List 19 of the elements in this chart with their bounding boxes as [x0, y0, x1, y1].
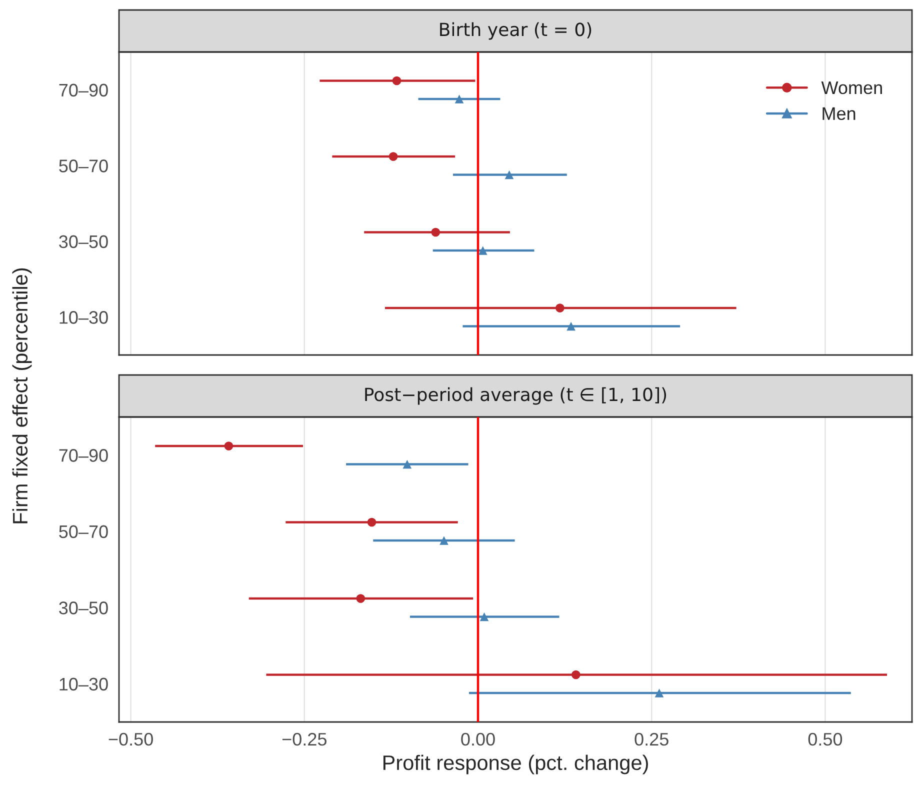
- y-tick-label: 10–30: [60, 678, 108, 691]
- y-tick-label: 70–90: [59, 449, 108, 462]
- y-tick-label: 10–30: [60, 311, 108, 324]
- legend-label: Men: [822, 107, 856, 120]
- y-tick-label: 50–70: [59, 160, 108, 172]
- x-tick-label: 0.50: [808, 732, 842, 746]
- x-tick-label: 0.25: [634, 732, 668, 746]
- x-tick-label: −0.50: [108, 732, 153, 746]
- y-tick-label: 30–50: [59, 235, 108, 248]
- chart-title: Birth year (t = 0): [440, 22, 592, 40]
- x-tick-label: −0.25: [282, 732, 326, 746]
- chart-title: Post−period average (t ∈ [1, 10]): [365, 387, 666, 405]
- legend-label: Women: [821, 82, 882, 94]
- y-tick-label: 50–70: [59, 525, 108, 538]
- y-tick-label: 30–50: [59, 602, 108, 614]
- x-axis-title: Profit response (pct. change): [383, 754, 648, 774]
- y-axis-title: Firm fixed effect (percentile): [12, 268, 32, 524]
- x-tick-label: 0.00: [461, 732, 495, 746]
- y-tick-label: 70–90: [59, 84, 108, 97]
